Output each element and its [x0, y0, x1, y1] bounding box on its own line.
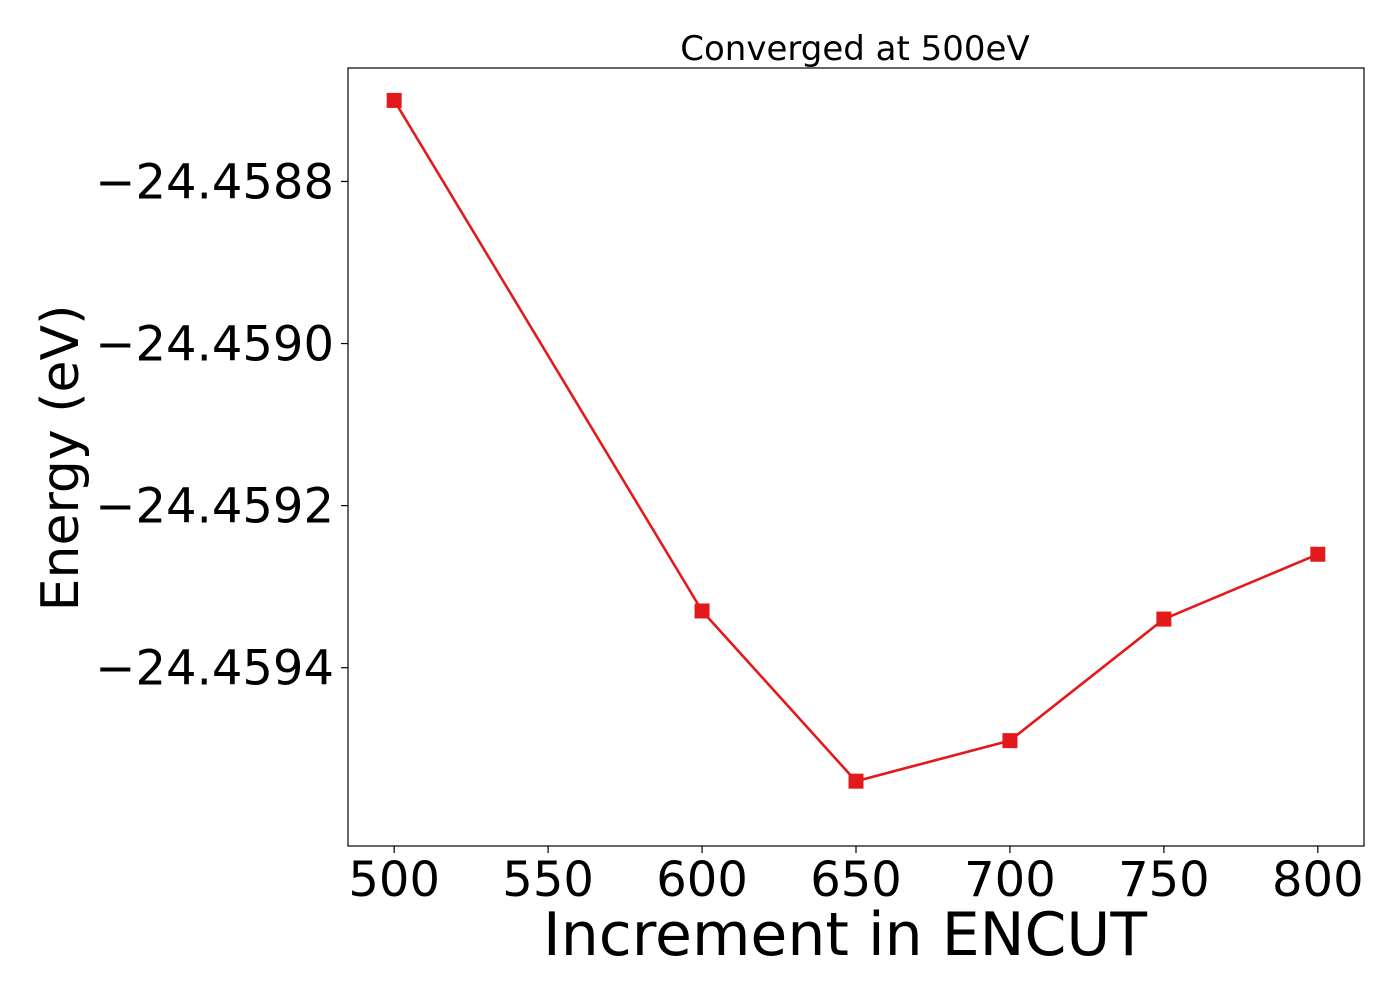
data-point-marker: [848, 773, 864, 789]
y-tick-label: −24.4590: [95, 317, 334, 373]
x-tick-label: 800: [1272, 852, 1364, 908]
y-tick-label: −24.4592: [95, 479, 334, 535]
x-axis: 500 550 600 650 700 750 800: [348, 846, 1364, 908]
data-point-marker: [1310, 546, 1326, 562]
y-axis: −24.4588 −24.4590 −24.4592 −24.4594: [95, 154, 348, 697]
x-tick-label: 500: [348, 852, 440, 908]
x-tick-label: 550: [502, 852, 594, 908]
y-tick-label: −24.4588: [95, 154, 334, 210]
x-tick-label: 650: [810, 852, 902, 908]
y-tick-label: −24.4594: [95, 641, 334, 697]
data-point-marker: [694, 603, 710, 619]
data-point-marker: [1002, 733, 1018, 749]
series-layer: [386, 92, 1326, 789]
plot-area-frame: [347, 67, 1365, 847]
x-tick-label: 600: [656, 852, 748, 908]
data-point-marker: [386, 92, 402, 108]
y-axis-label: Energy (eV): [31, 305, 91, 612]
chart-title: Converged at 500eV: [680, 29, 1029, 69]
x-axis-label: Increment in ENCUT: [543, 900, 1147, 970]
series-line: [393, 99, 1319, 783]
x-tick-label: 700: [964, 852, 1056, 908]
data-point-marker: [1156, 611, 1172, 627]
x-tick-label: 750: [1118, 852, 1210, 908]
